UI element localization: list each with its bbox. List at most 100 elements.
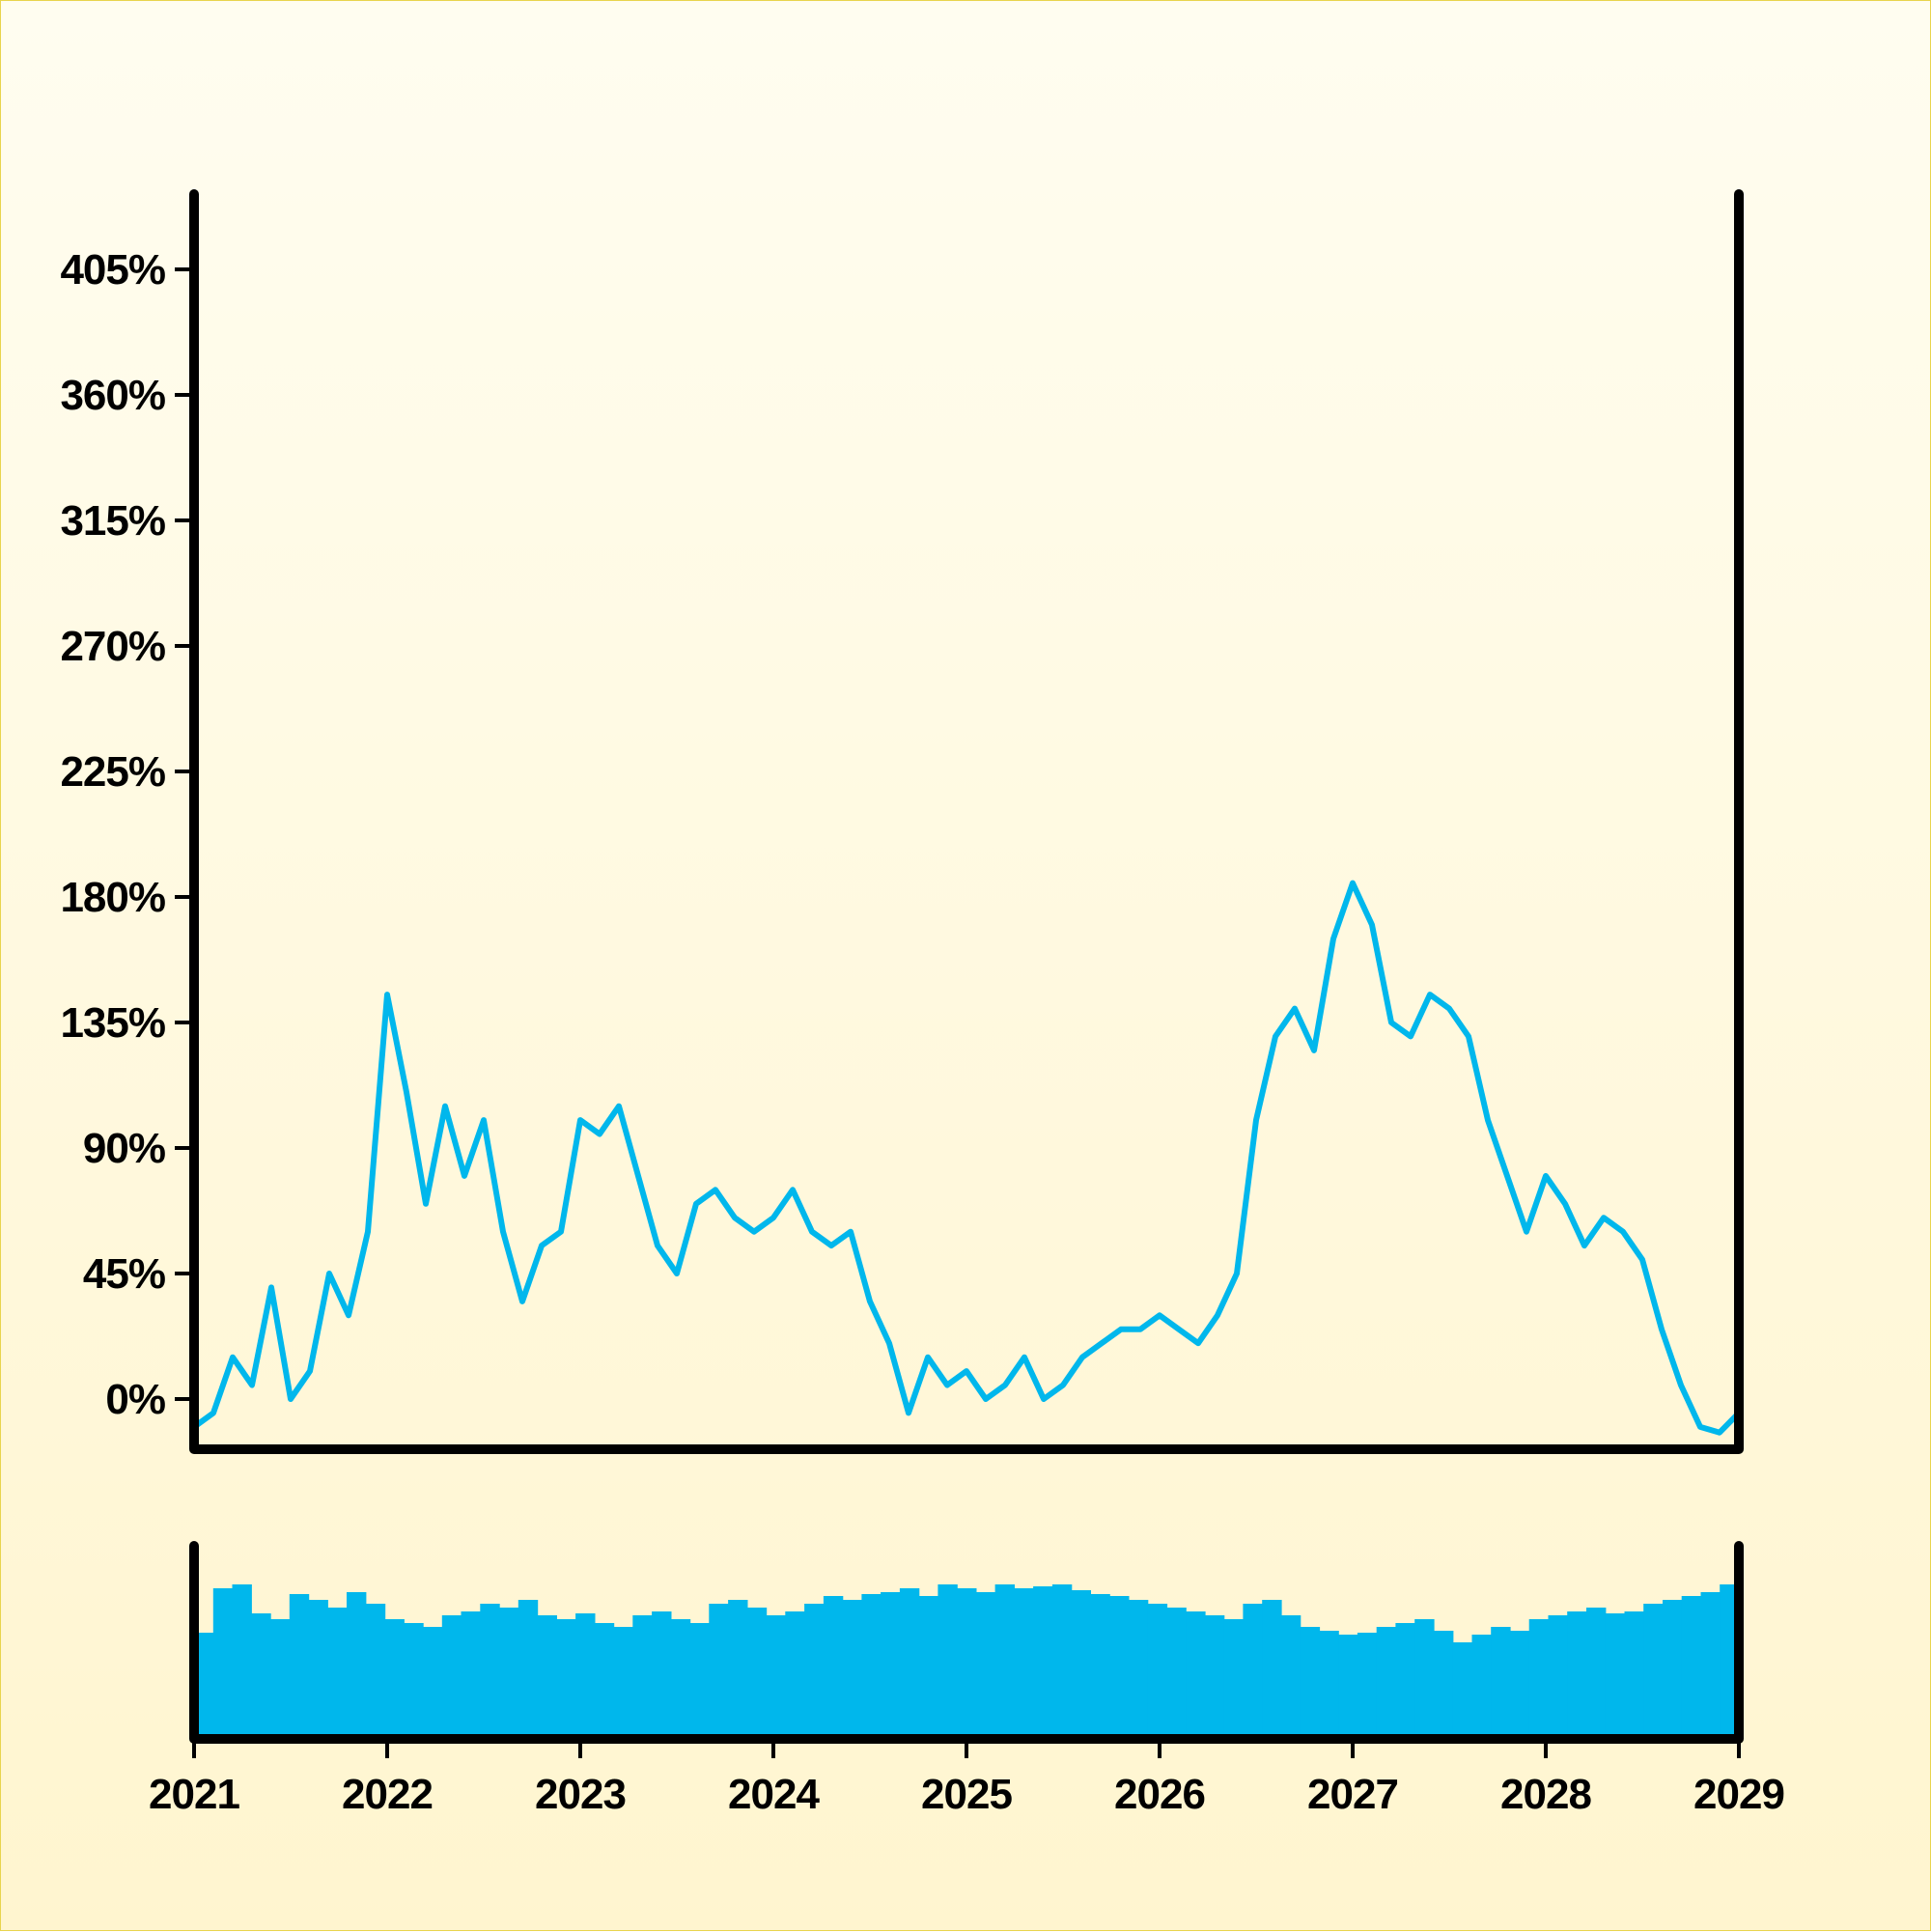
volume-bar [975,1592,996,1739]
volume-bar [1586,1608,1607,1739]
volume-bar [194,1633,214,1739]
volume-bar [1395,1623,1415,1739]
price-panel-frame [189,189,1744,1454]
volume-bar [347,1592,367,1739]
volume-bar [441,1615,462,1739]
x-tick-label: 2025 [921,1771,1012,1818]
volume-bar [709,1604,729,1739]
volume-bar [384,1619,405,1739]
volume-bar [1510,1631,1530,1739]
volume-bar [1051,1584,1073,1739]
x-tick-label: 2029 [1693,1771,1784,1818]
volume-bar [1414,1619,1435,1739]
volume-bar [1700,1592,1721,1739]
volume-bar [1128,1600,1149,1739]
volume-bar [423,1627,443,1739]
volume-bar [938,1584,958,1739]
volume-bar [480,1604,500,1739]
volume-bar [499,1608,519,1739]
volume-bar [1491,1627,1511,1739]
volume-bar [232,1584,252,1739]
volume-bar [1663,1600,1683,1739]
volume-bar [1434,1631,1454,1739]
volume-bar [1357,1633,1378,1739]
volume-bar [1166,1608,1187,1739]
volume-bar [1643,1604,1664,1739]
x-tick-label: 2026 [1114,1771,1205,1818]
volume-bar [327,1608,348,1739]
volume-bar [1071,1590,1091,1739]
x-tick-label: 2027 [1307,1771,1398,1818]
volume-bar [556,1619,576,1739]
y-tick-label: 0% [105,1376,165,1423]
volume-bar [652,1611,672,1739]
volume-bar [632,1615,653,1739]
volume-bar [861,1594,882,1739]
y-tick-label: 315% [60,497,165,545]
volume-bar [1090,1594,1110,1739]
volume-bars [194,1584,1740,1739]
x-tick-label: 2028 [1500,1771,1591,1818]
chart-frame [189,189,1744,1744]
volume-bar [1186,1611,1206,1739]
volume-bar [1243,1604,1263,1739]
volume-bar [212,1588,234,1739]
y-tick-label: 270% [60,623,165,670]
volume-bar [1147,1604,1168,1739]
volume-bar [881,1592,901,1739]
volume-bar [1033,1586,1053,1739]
volume-bar [1280,1615,1301,1739]
volume-bar [1567,1611,1587,1739]
volume-bar [766,1615,786,1739]
volume-bar [518,1600,539,1739]
volume-bar [918,1596,938,1739]
volume-bar [670,1619,691,1739]
volume-bar [1528,1619,1550,1739]
volume-bar [575,1613,596,1739]
volume-bar [594,1623,615,1739]
volume-bar [1548,1615,1568,1739]
volume-bar [1681,1596,1702,1739]
volume-bar [785,1611,805,1739]
volume-bar [804,1604,825,1739]
y-tick-label: 45% [83,1250,165,1298]
volume-bar [308,1600,328,1739]
y-tick-label: 225% [60,748,165,796]
volume-bar [251,1613,271,1739]
volume-bar [365,1604,386,1739]
volume-bar [537,1615,557,1739]
volume-bar [1605,1613,1626,1739]
volume-bar [689,1623,710,1739]
volume-bar [1014,1588,1034,1739]
volume-bar [823,1596,844,1739]
volume-bar [1223,1619,1245,1739]
y-tick-label: 180% [60,874,165,921]
y-tick-label: 135% [60,999,165,1047]
volume-bar [957,1588,977,1739]
volume-bar [289,1594,310,1739]
volume-bar [842,1600,862,1739]
volume-bar [1300,1627,1321,1739]
x-tick-label: 2021 [149,1771,239,1818]
volume-bar [1319,1631,1339,1739]
volume-bar [728,1600,748,1739]
volume-bar [1204,1615,1225,1739]
price-line [192,880,1742,1436]
x-tick-label: 2024 [728,1771,820,1818]
volume-bar [461,1611,481,1739]
volume-bar [1376,1627,1397,1739]
volume-panel-frame [189,1541,1744,1744]
x-tick-label: 2022 [342,1771,433,1818]
volume-bar [1262,1600,1282,1739]
x-axis-ticks: 2021 2022 2023 2024 2025 2026 2027 2028 2029 [149,1739,1785,1818]
volume-bar [899,1588,920,1739]
y-axis-ticks: 0% 45% 90% 135% 180% 225% 270% 315% 360% 405% [60,246,194,1423]
y-tick-label: 405% [60,246,165,294]
volume-bar [746,1608,768,1739]
y-tick-label: 360% [60,372,165,419]
volume-bar [404,1623,424,1739]
volume-bar [1338,1635,1358,1739]
volume-bar [1471,1635,1492,1739]
